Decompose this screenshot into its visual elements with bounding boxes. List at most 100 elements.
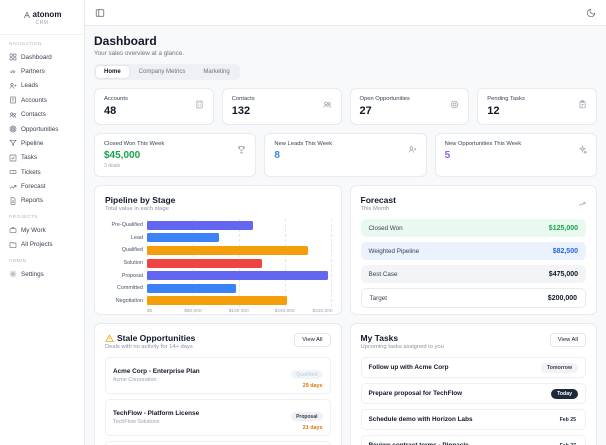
week-label: New Opportunities This Week [444,141,522,147]
chart-category-label: Proposal [121,272,143,279]
stale-item[interactable]: Pinnacle - Annual SubscriptionPinnacle I… [105,441,331,445]
brand: atonom CRM [0,6,84,35]
chart-bar-track [147,219,331,232]
sidebar-item-contacts[interactable]: Contacts [0,108,84,122]
chart-x-tick: $0 [147,309,153,315]
tab-marketing[interactable]: Marketing [203,69,230,75]
kpi-card-accounts: Accounts 48 [94,88,214,125]
sidebar-item-tickets[interactable]: Tickets [0,165,84,179]
kpi-value: 132 [231,105,251,117]
pipeline-chart: Pre-Qualified Lead Qualified Solution Propos… [105,219,333,315]
chart-x-tick: $160,000 [228,309,249,315]
stale-list: Acme Corp - Enterprise Plan Acme Corporat… [105,357,331,445]
days-stale: 21 days [302,424,323,431]
kpi-label: Accounts [104,96,128,102]
tab-home[interactable]: Home [96,66,129,78]
trophy-icon [237,141,246,154]
forecast-row-target: Target $200,000 [360,288,586,308]
user-plus-icon [408,141,417,153]
users-icon [9,111,17,119]
user-plus-icon [9,82,17,90]
warning-triangle-icon [105,333,114,343]
sidebar-item-leads[interactable]: Leads [0,79,84,93]
chart-category-label: Negotiation [115,297,143,304]
forecast-row-weighted-pipeline: Weighted Pipeline $82,500 [360,242,586,260]
chart-bar-track [147,232,331,245]
sidebar-item-accounts[interactable]: Accounts [0,93,84,107]
task-item[interactable]: Review contract terms - PinnacleFeb 27 [360,435,586,445]
forecast-row-closed-won: Closed Won $125,000 [360,219,586,237]
funnel-icon [9,139,17,147]
page-title: Dashboard [94,34,157,48]
week-card-new-leads: New Leads This Week 8 [264,133,427,177]
stale-opportunities-panel: Stale Opportunities Deals with no activi… [94,323,342,445]
view-all-button[interactable]: View All [294,333,331,347]
my-tasks-panel: My Tasks Upcoming tasks assigned to you … [349,323,597,445]
clipboard-icon [578,96,587,109]
folder-icon [9,241,17,249]
due-badge: Today [551,388,578,399]
chart-bar-solution [147,258,262,268]
task-item[interactable]: Follow up with Acme Corp Tomorrow [360,357,586,378]
stale-item[interactable]: TechFlow - Platform License TechFlow Solu… [105,399,331,436]
panel-title: My Tasks [360,333,399,343]
kpi-card-contacts: Contacts 132 [221,88,342,125]
briefcase-icon [9,226,17,234]
sidebar-item-opportunities[interactable]: Opportunities [0,122,84,136]
main-area: Dashboard Your sales overview at a glanc… [85,0,606,445]
sidebar-item-dashboard[interactable]: Dashboard [0,50,84,64]
stage-badge: Qualified [291,370,323,379]
chart-category-label: Lead [131,234,143,241]
task-item[interactable]: Prepare proposal for TechFlow Today [360,383,586,404]
kpi-label: Contacts [231,96,255,102]
chart-bar-track [147,269,331,282]
sidebar-item-pipeline[interactable]: Pipeline [0,136,84,150]
stage-badge: Proposal [291,412,323,421]
chart-gridline [330,219,332,308]
tab-company-metrics[interactable]: Company Metrics [138,69,186,75]
chart-x-tick: $80,000 [184,309,202,315]
brand-logo-icon [23,11,31,19]
sidebar-item-all-projects[interactable]: All Projects [0,238,84,252]
trending-up-icon [9,183,17,191]
week-row: Closed Won This Week $45,000 3 deals New L… [94,133,597,177]
file-text-icon [9,197,17,205]
sidebar-item-reports[interactable]: Reports [0,194,84,208]
chart-x-tick: $320,000 [312,309,333,315]
stale-item[interactable]: Acme Corp - Enterprise Plan Acme Corporat… [105,357,331,394]
chart-bar-track [147,257,331,270]
chart-gridline [284,219,286,308]
pipeline-by-stage-panel: Pipeline by Stage Total value in each st… [94,185,342,315]
chart-bar-lead [147,233,219,243]
nav-section-label: Admin [9,258,27,264]
sidebar-item-tasks[interactable]: Tasks [0,151,84,165]
nav-section-label: Projects [9,215,38,221]
target-icon [9,125,17,133]
check-square-icon [9,154,17,162]
topbar [85,0,606,26]
task-item[interactable]: Schedule demo with Horizon Labs Feb 25 [360,409,586,430]
chart-bar-track [147,244,331,257]
week-card-new-opportunities: New Opportunities This Week 5 [434,133,597,177]
sidebar-item-settings[interactable]: Settings [0,267,84,281]
chart-bar-negotiation [147,296,288,306]
sidebar-item-my-work[interactable]: My Work [0,223,84,237]
page-subtitle: Your sales overview at a glance. [94,50,185,57]
panel-subtitle: Upcoming tasks assigned to you [360,344,444,350]
panel-subtitle: Deals with no activity for 14+ days [105,344,193,350]
sidebar-item-forecast[interactable]: Forecast [0,179,84,193]
brand-name: atonom [32,10,62,19]
sidebar-toggle-icon[interactable] [95,8,105,18]
sidebar-item-partners[interactable]: Partners [0,64,84,78]
theme-toggle-moon-icon[interactable] [586,8,596,18]
days-stale: 29 days [302,382,323,389]
gear-icon [9,270,17,278]
ticket-icon [9,168,17,176]
view-all-button[interactable]: View All [549,333,586,347]
target-icon [450,96,459,109]
layout-grid-icon [9,53,17,61]
sidebar: atonom CRM Navigation Dashboard Partners… [0,0,85,445]
kpi-card-pending-tasks: Pending Tasks 12 [477,88,597,125]
chart-bar-proposal [147,271,328,281]
